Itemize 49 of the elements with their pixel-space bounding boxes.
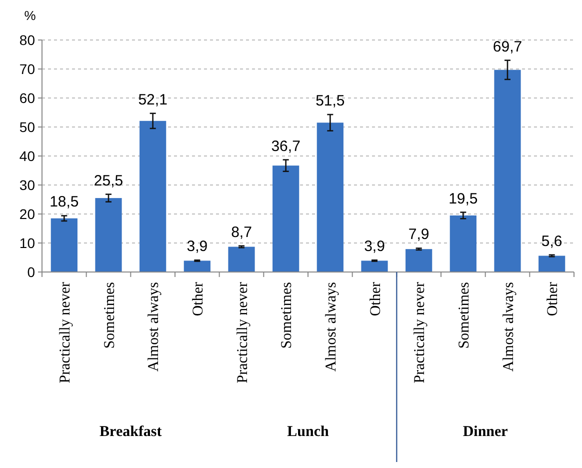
x-tick-label: Other <box>545 282 562 316</box>
x-tick-label: Almost always <box>500 282 517 372</box>
x-tick-label: Practically never <box>412 282 428 384</box>
x-tick-label: Sometimes <box>456 282 472 349</box>
x-tick-label: Practically never <box>234 282 251 384</box>
x-tick-label: Practically never <box>57 282 74 384</box>
y-tick-label: 60 <box>19 90 36 106</box>
bar <box>184 260 210 272</box>
bar <box>538 256 566 272</box>
x-tick-label: Sometimes <box>102 282 118 349</box>
data-label: 25,5 <box>94 172 124 190</box>
y-tick-label: 0 <box>27 264 36 280</box>
y-tick-label: 50 <box>19 118 36 135</box>
bar <box>272 166 300 272</box>
x-tick-label: Almost always <box>323 282 340 372</box>
y-tick-label: 10 <box>19 234 36 251</box>
data-label: 3,9 <box>364 238 385 256</box>
y-axis-title: % <box>24 8 36 23</box>
bar <box>228 246 255 272</box>
bar <box>361 260 388 272</box>
y-tick-label: 80 <box>19 32 36 48</box>
y-tick-label: 30 <box>19 176 36 193</box>
data-label: 3,9 <box>186 238 208 256</box>
data-label: 5,6 <box>541 232 562 250</box>
bar <box>140 120 166 272</box>
data-label: 19,5 <box>448 190 478 208</box>
x-tick-label: Other <box>368 282 384 316</box>
x-tick-label: Sometimes <box>279 282 296 349</box>
bar <box>450 215 476 272</box>
bar <box>494 70 521 272</box>
bar <box>316 122 344 272</box>
text: Dinner <box>462 424 508 440</box>
data-label: 51,5 <box>316 92 345 110</box>
data-label: 7,9 <box>408 226 430 244</box>
y-tick-label: 40 <box>19 148 36 164</box>
y-tick-label: 70 <box>19 60 36 77</box>
x-tick-label: Almost always <box>146 282 162 372</box>
data-label: 36,7 <box>271 138 300 155</box>
data-label: 18,5 <box>50 194 79 211</box>
text: Lunch <box>287 424 330 440</box>
y-tick-label: 20 <box>19 206 36 222</box>
bar <box>406 249 432 272</box>
data-label: 69,7 <box>492 38 522 56</box>
bar <box>50 218 78 272</box>
data-label: 52,1 <box>138 91 168 108</box>
data-label: 8,7 <box>231 224 252 241</box>
x-tick-label: Other <box>190 282 206 316</box>
text: Breakfast <box>100 424 162 440</box>
bar <box>95 198 122 272</box>
